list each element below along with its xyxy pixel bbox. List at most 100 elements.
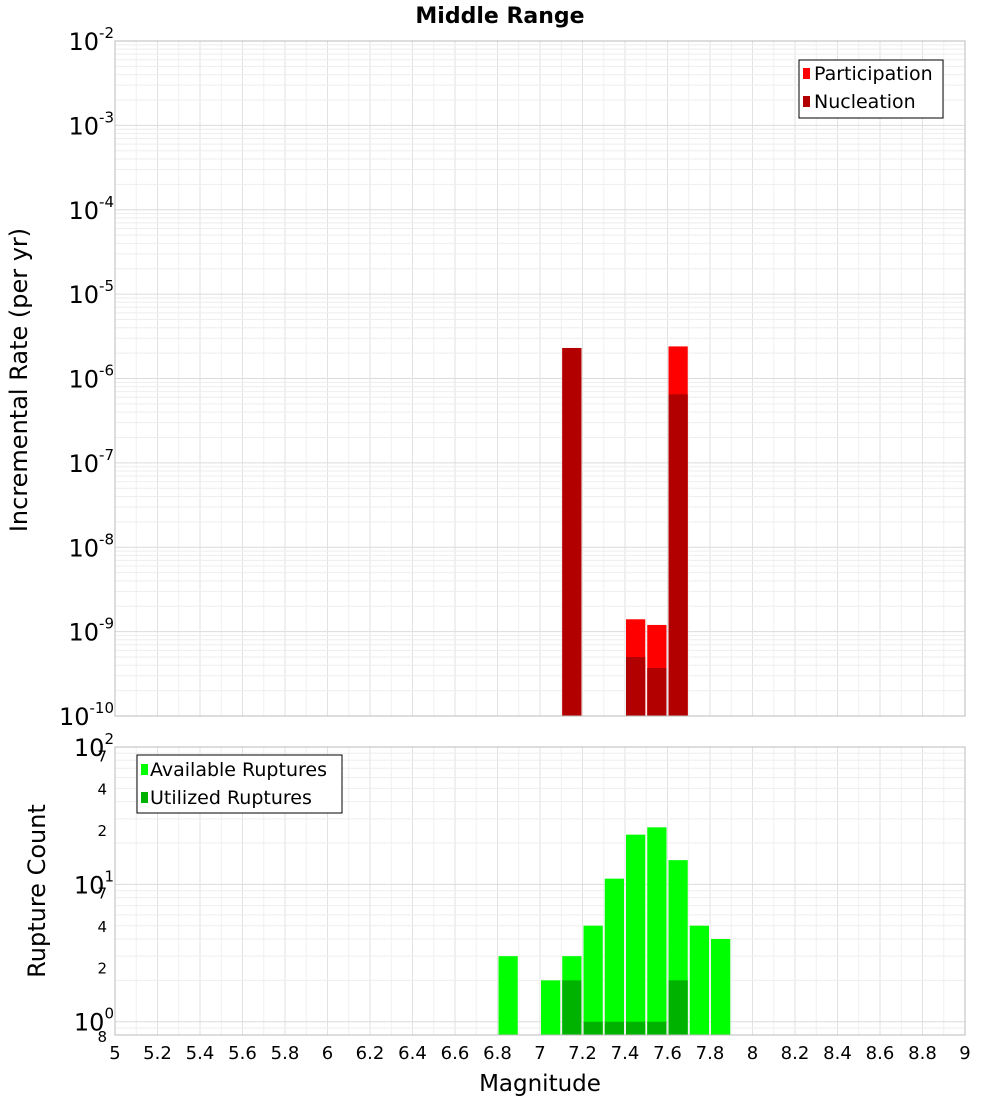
top-bar-nucleation [562, 347, 582, 716]
x-tick-label: 5 [109, 1043, 120, 1064]
x-tick-label: 7.6 [653, 1043, 682, 1064]
bottom-bar-utilized-ruptures [626, 1021, 646, 1035]
y-tick-base: 10 [68, 281, 99, 309]
y-tick-base: 10 [68, 28, 99, 56]
x-tick-label: 7.8 [696, 1043, 725, 1064]
y-tick-label: 10-10 [59, 699, 114, 731]
x-tick-label: 8 [747, 1043, 758, 1064]
bottom-bar-utilized-ruptures [583, 1021, 603, 1035]
y-tick-base: 10 [68, 197, 99, 225]
x-tick-label: 6.2 [356, 1043, 385, 1064]
x-tick-label: 6 [322, 1043, 333, 1064]
y-minor-tick-label: 7 [97, 885, 107, 903]
y-tick-label: 10-3 [68, 108, 114, 140]
x-tick-label: 6.4 [398, 1043, 427, 1064]
x-tick-label: 5.4 [186, 1043, 215, 1064]
y-tick-exponent: -3 [99, 108, 114, 126]
y-tick-exponent: -6 [99, 362, 114, 380]
x-tick-label: 8.6 [866, 1043, 895, 1064]
nucleation-legend-label: Nucleation [814, 91, 916, 113]
y-minor-tick-label: 4 [97, 918, 107, 936]
bottom-bar-utilized-ruptures [647, 1021, 667, 1035]
top-bar-nucleation [668, 394, 688, 716]
top-bar-nucleation [626, 657, 646, 716]
x-tick-label: 7 [534, 1043, 545, 1064]
x-tick-label: 5.8 [271, 1043, 300, 1064]
y-tick-exponent: -5 [99, 277, 114, 295]
y-minor-tick-label: 2 [97, 959, 107, 977]
x-tick-label: 8.8 [908, 1043, 937, 1064]
y-tick-base: 10 [59, 703, 90, 731]
top-plot-frame [114, 40, 966, 717]
top-bars [562, 346, 688, 716]
bottom-bar-available-ruptures [604, 878, 624, 1035]
y-tick-label: 100 [74, 1005, 114, 1037]
utilized-ruptures-legend-swatch [141, 792, 148, 803]
y-tick-label: 10-2 [68, 24, 114, 56]
y-tick-exponent: 2 [104, 730, 114, 748]
top-legend: Participation Nucleation [798, 59, 944, 119]
nucleation-legend-swatch [803, 96, 810, 107]
x-tick-label: 8.2 [781, 1043, 810, 1064]
bottom-bar-utilized-ruptures [562, 980, 582, 1035]
y-minor-tick-label: 2 [97, 822, 107, 840]
participation-legend-swatch [803, 68, 810, 79]
x-ticks: 5 5.2 5.4 5.6 5.8 6 6.2 6.4 6.6 6.8 7 7.2 7.4 7.6 7.8 8… [109, 1043, 970, 1064]
top-y-axis-label: Incremental Rate (per yr) [5, 228, 33, 532]
y-tick-label: 102 [74, 730, 114, 762]
y-tick-label: 101 [74, 867, 114, 899]
x-tick-label: 7.4 [611, 1043, 640, 1064]
top-bar-nucleation [647, 668, 667, 716]
bottom-plot-frame [114, 746, 966, 1036]
available-ruptures-legend-label: Available Ruptures [150, 759, 327, 781]
y-tick-base: 10 [68, 534, 99, 562]
y-tick-label: 10-5 [68, 277, 114, 309]
y-minor-tick-label: 8 [97, 1028, 107, 1046]
chart-title: Middle Range [415, 4, 584, 29]
bottom-bar-utilized-ruptures [604, 1021, 624, 1035]
y-tick-label: 10-7 [68, 446, 114, 478]
y-tick-exponent: -7 [99, 446, 114, 464]
bottom-bar-available-ruptures [498, 956, 518, 1035]
participation-legend-label: Participation [814, 63, 933, 85]
x-axis-label: Magnitude [479, 1071, 601, 1097]
x-tick-label: 9 [959, 1043, 970, 1064]
x-tick-label: 7.2 [568, 1043, 597, 1064]
y-tick-base: 10 [74, 734, 105, 762]
bottom-legend: Available Ruptures Utilized Ruptures [136, 754, 343, 814]
top-legend-box [798, 59, 944, 119]
top-grid [114, 40, 966, 717]
available-ruptures-legend-swatch [141, 764, 148, 775]
x-tick-label: 6.6 [441, 1043, 470, 1064]
x-tick-label: 5.2 [143, 1043, 172, 1064]
y-tick-exponent: 1 [104, 867, 114, 885]
y-tick-exponent: 0 [104, 1005, 114, 1023]
bottom-bar-available-ruptures [711, 939, 731, 1035]
x-tick-label: 6.8 [483, 1043, 512, 1064]
y-minor-tick-label: 7 [97, 747, 107, 765]
y-tick-label: 10-4 [68, 193, 114, 225]
y-tick-exponent: -2 [99, 24, 114, 42]
bottom-bar-available-ruptures [626, 834, 646, 1035]
bottom-bar-available-ruptures [647, 827, 667, 1035]
x-tick-label: 8.4 [823, 1043, 852, 1064]
utilized-ruptures-legend-label: Utilized Ruptures [150, 787, 312, 809]
y-tick-base: 10 [68, 450, 99, 478]
y-tick-base: 10 [68, 112, 99, 140]
bottom-bar-available-ruptures [583, 925, 603, 1035]
y-minor-tick-label: 4 [97, 781, 107, 799]
bottom-legend-box [136, 754, 343, 814]
y-tick-label: 10-8 [68, 530, 114, 562]
y-tick-base: 10 [68, 619, 99, 647]
y-tick-exponent: -4 [99, 193, 114, 211]
y-tick-label: 10-6 [68, 362, 114, 394]
bottom-y-axis-label: Rupture Count [23, 804, 51, 978]
y-tick-base: 10 [74, 871, 105, 899]
bottom-bars [498, 827, 731, 1035]
y-tick-base: 10 [74, 1009, 105, 1037]
bottom-bar-available-ruptures [541, 980, 561, 1035]
y-tick-exponent: -9 [99, 615, 114, 633]
